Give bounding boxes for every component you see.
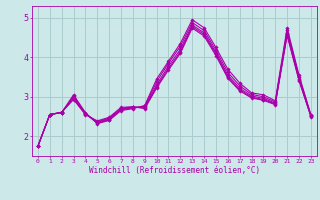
X-axis label: Windchill (Refroidissement éolien,°C): Windchill (Refroidissement éolien,°C) xyxy=(89,166,260,175)
